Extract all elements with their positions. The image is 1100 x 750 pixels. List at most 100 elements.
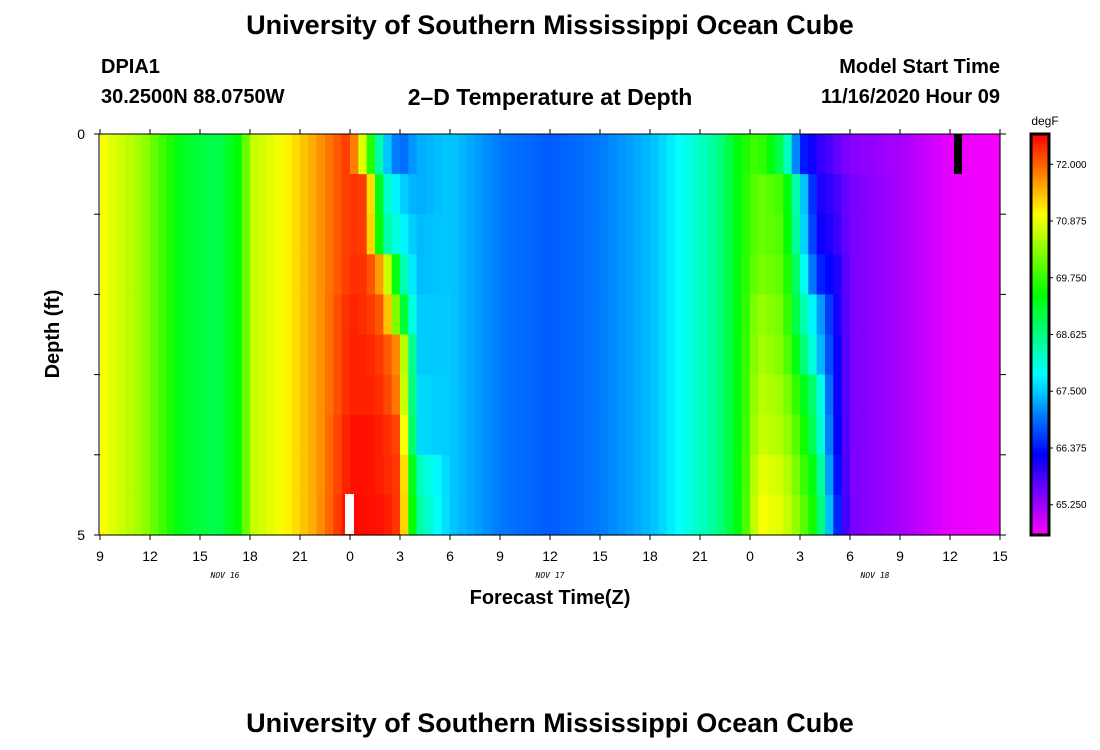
heatmap-cell — [100, 254, 109, 295]
heatmap-cell — [341, 214, 351, 255]
heatmap-cell — [166, 134, 176, 175]
heatmap-cell — [225, 334, 234, 376]
heatmap-cell — [925, 294, 934, 336]
heatmap-cell — [475, 214, 484, 255]
heatmap-cell — [808, 414, 818, 456]
heatmap-cell — [350, 374, 359, 416]
heatmap-cell — [600, 134, 609, 175]
heatmap-cell — [441, 334, 451, 376]
heatmap-cell — [808, 214, 818, 255]
heatmap-cell — [683, 174, 693, 215]
heatmap-cell — [941, 214, 951, 255]
x-tick-label: 18 — [242, 548, 258, 564]
main-title: University of Southern Mississippi Ocean… — [246, 10, 854, 40]
heatmap-cell — [341, 454, 351, 496]
heatmap-cell — [616, 174, 626, 215]
heatmap-cell — [675, 454, 684, 496]
heatmap-cell — [933, 134, 943, 175]
colorbar-label: 68.625 — [1056, 330, 1087, 341]
heatmap-cell — [833, 254, 843, 295]
heatmap-cell — [483, 494, 493, 536]
heatmap-cell — [500, 254, 509, 295]
heatmap-cell — [983, 214, 993, 255]
heatmap-cell — [650, 254, 659, 295]
heatmap-cell — [191, 294, 201, 336]
heatmap-cell — [200, 334, 209, 376]
heatmap-cell — [708, 374, 718, 416]
heatmap-cell — [975, 214, 984, 255]
heatmap-cell — [366, 414, 376, 456]
heatmap-cell — [300, 374, 309, 416]
heatmap-cell — [400, 214, 409, 255]
heatmap-cell — [708, 214, 718, 255]
heatmap-cell — [216, 174, 226, 215]
heatmap-cell — [675, 134, 684, 175]
heatmap-cell — [675, 374, 684, 416]
heatmap-cell — [816, 214, 826, 255]
heatmap-cell — [266, 334, 276, 376]
heatmap-cell — [766, 254, 776, 295]
x-tick-label: 9 — [896, 548, 904, 564]
heatmap-cell — [625, 374, 634, 416]
heatmap-cell — [858, 334, 868, 376]
heatmap-cell — [733, 334, 743, 376]
heatmap-cell — [191, 374, 201, 416]
heatmap-cell — [775, 214, 784, 255]
heatmap-cell — [175, 334, 184, 376]
heatmap-cell — [850, 454, 859, 496]
heatmap-cell — [583, 294, 593, 336]
heatmap-cell — [516, 254, 526, 295]
heatmap-cell — [633, 454, 643, 496]
heatmap-cell — [366, 134, 376, 175]
heatmap-cell — [816, 454, 826, 496]
station-coordinates: 30.2500N 88.0750W — [101, 86, 285, 108]
heatmap-cell — [933, 414, 943, 456]
heatmap-cell — [216, 454, 226, 496]
heatmap-cell — [858, 134, 868, 175]
heatmap-cell — [458, 414, 468, 456]
heatmap-cell — [175, 494, 184, 536]
heatmap-cell — [300, 334, 309, 376]
heatmap-cell — [200, 414, 209, 456]
heatmap-cell — [325, 214, 334, 255]
heatmap-cell — [491, 214, 501, 255]
heatmap-cell — [433, 214, 443, 255]
heatmap-cell — [675, 494, 684, 536]
heatmap-cell — [466, 214, 476, 255]
heatmap-cell — [425, 454, 434, 496]
heatmap-cell — [125, 174, 134, 215]
heatmap-cell — [108, 374, 118, 416]
heatmap-cell — [183, 134, 193, 175]
heatmap-cell — [133, 334, 143, 376]
heatmap-cell — [766, 334, 776, 376]
heatmap-cell — [908, 454, 918, 496]
heatmap-cell — [675, 414, 684, 456]
heatmap-cell — [683, 494, 693, 536]
heatmap-cell — [425, 254, 434, 295]
heatmap-cell — [166, 494, 176, 536]
heatmap-cell — [583, 214, 593, 255]
heatmap-cell — [258, 454, 268, 496]
heatmap-cell — [250, 294, 259, 336]
heatmap-cell — [616, 134, 626, 175]
heatmap-cell — [150, 414, 159, 456]
heatmap-cell — [258, 494, 268, 536]
x-tick-label: 0 — [746, 548, 754, 564]
heatmap-cell — [166, 254, 176, 295]
heatmap-cell — [841, 494, 851, 536]
heatmap-cell — [533, 374, 543, 416]
heatmap-plot-area — [100, 134, 1001, 536]
heatmap-cell — [675, 334, 684, 376]
heatmap-cell — [741, 254, 751, 295]
heatmap-cell — [191, 414, 201, 456]
heatmap-cell — [966, 214, 976, 255]
heatmap-cell — [858, 294, 868, 336]
y-axis: 05 — [77, 126, 1006, 543]
heatmap-cell — [700, 254, 709, 295]
heatmap-cell — [558, 454, 568, 496]
heatmap-cell — [991, 134, 1001, 175]
heatmap-cell — [958, 414, 968, 456]
heatmap-cell — [200, 454, 209, 496]
heatmap-cell — [591, 334, 601, 376]
heatmap-cell — [758, 174, 768, 215]
